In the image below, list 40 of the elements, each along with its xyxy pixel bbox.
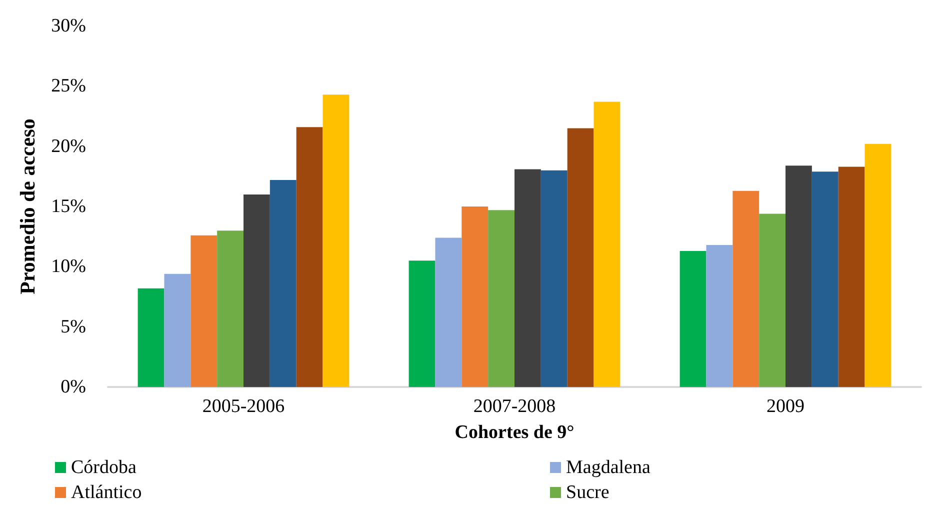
bar bbox=[164, 274, 191, 387]
legend-label: Sucre bbox=[566, 482, 610, 503]
bar bbox=[462, 206, 488, 387]
y-tick-label: 15% bbox=[51, 196, 86, 217]
bar bbox=[270, 180, 296, 387]
legend-label: Córdoba bbox=[71, 457, 137, 478]
y-tick-label: 25% bbox=[51, 76, 86, 97]
bar bbox=[732, 190, 760, 387]
bar bbox=[759, 214, 786, 387]
bar bbox=[138, 288, 164, 387]
bar bbox=[864, 144, 892, 387]
bar bbox=[786, 166, 812, 387]
y-axis-title: Promedio de acceso bbox=[16, 118, 40, 294]
x-axis-title: Cohortes de 9° bbox=[454, 422, 574, 443]
bar bbox=[567, 128, 594, 387]
x-tick-label: 2005-2006 bbox=[202, 396, 285, 417]
bar bbox=[488, 210, 514, 387]
y-tick-label: 30% bbox=[51, 16, 86, 36]
bar bbox=[244, 194, 270, 387]
x-tick-label: 2007-2008 bbox=[473, 396, 556, 417]
legend-label: Atlántico bbox=[71, 482, 142, 503]
legend-label: Magdalena bbox=[566, 457, 651, 478]
y-tick-label: 0% bbox=[60, 376, 86, 398]
bar bbox=[812, 172, 838, 387]
bar bbox=[540, 170, 568, 387]
bar bbox=[680, 251, 706, 387]
y-tick-label: 20% bbox=[51, 136, 86, 157]
bar bbox=[322, 94, 350, 387]
bar bbox=[514, 169, 541, 387]
x-tick-label: 2009 bbox=[766, 396, 804, 417]
bar bbox=[296, 127, 323, 387]
bar bbox=[190, 235, 218, 387]
y-tick-label: 5% bbox=[60, 316, 86, 338]
bar bbox=[435, 238, 462, 387]
y-tick-label: 10% bbox=[51, 256, 86, 278]
bar bbox=[217, 230, 244, 387]
bar bbox=[838, 166, 865, 387]
bar bbox=[408, 260, 436, 387]
bar bbox=[594, 102, 620, 387]
bar bbox=[706, 245, 733, 387]
